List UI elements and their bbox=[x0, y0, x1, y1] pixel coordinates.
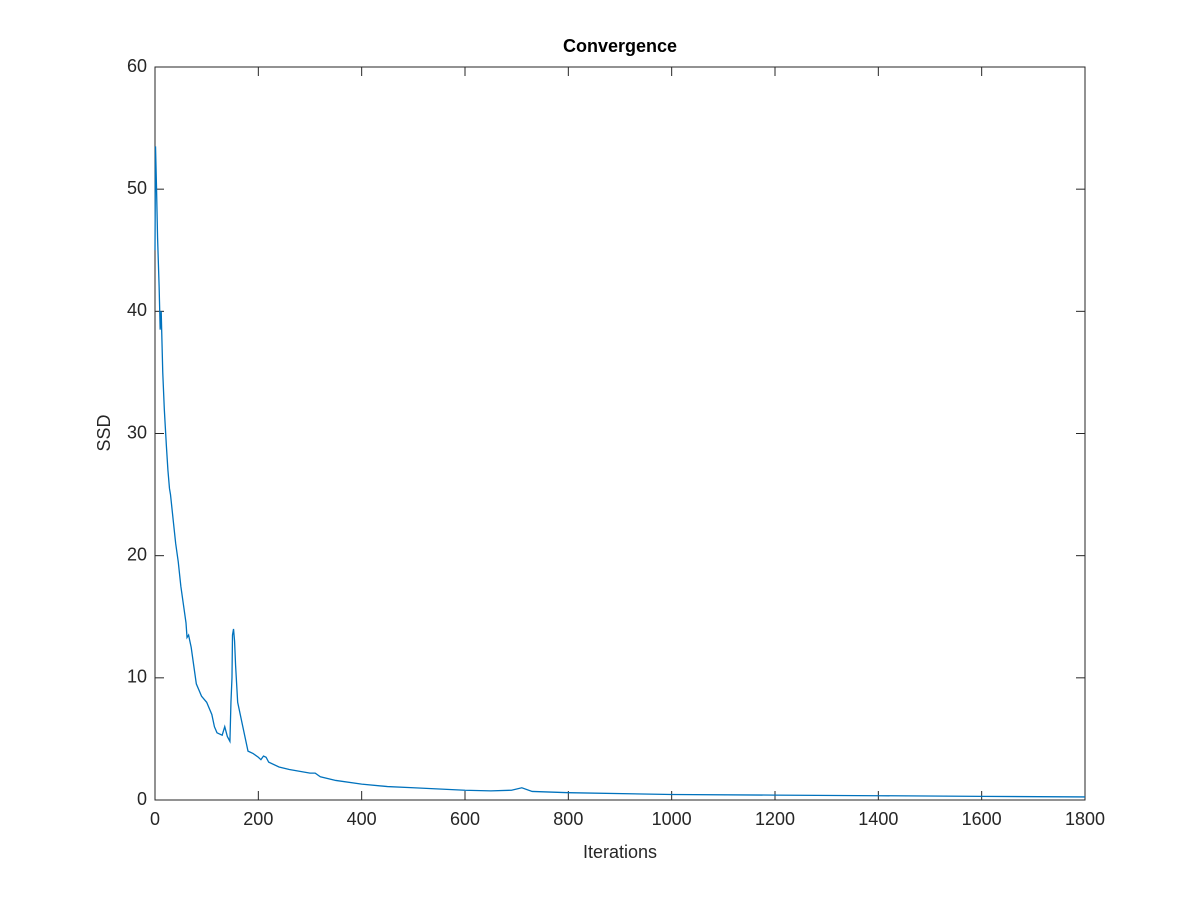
x-tick-label: 1600 bbox=[962, 809, 1002, 829]
y-tick-label: 60 bbox=[127, 56, 147, 76]
x-tick-label: 0 bbox=[150, 809, 160, 829]
x-tick-label: 600 bbox=[450, 809, 480, 829]
y-tick-label: 50 bbox=[127, 178, 147, 198]
x-tick-label: 1200 bbox=[755, 809, 795, 829]
chart-title: Convergence bbox=[563, 36, 677, 56]
x-tick-label: 1800 bbox=[1065, 809, 1105, 829]
x-tick-label: 400 bbox=[347, 809, 377, 829]
y-tick-label: 30 bbox=[127, 422, 147, 442]
y-tick-label: 40 bbox=[127, 300, 147, 320]
y-tick-label: 20 bbox=[127, 544, 147, 564]
x-tick-label: 1400 bbox=[858, 809, 898, 829]
y-tick-label: 10 bbox=[127, 667, 147, 687]
y-axis-label: SSD bbox=[94, 414, 114, 451]
x-tick-label: 1000 bbox=[652, 809, 692, 829]
x-tick-label: 200 bbox=[243, 809, 273, 829]
y-tick-label: 0 bbox=[137, 789, 147, 809]
data-line bbox=[154, 146, 1086, 798]
plot-box bbox=[154, 66, 1086, 801]
x-tick-label: 800 bbox=[553, 809, 583, 829]
x-axis-label: Iterations bbox=[583, 842, 657, 862]
